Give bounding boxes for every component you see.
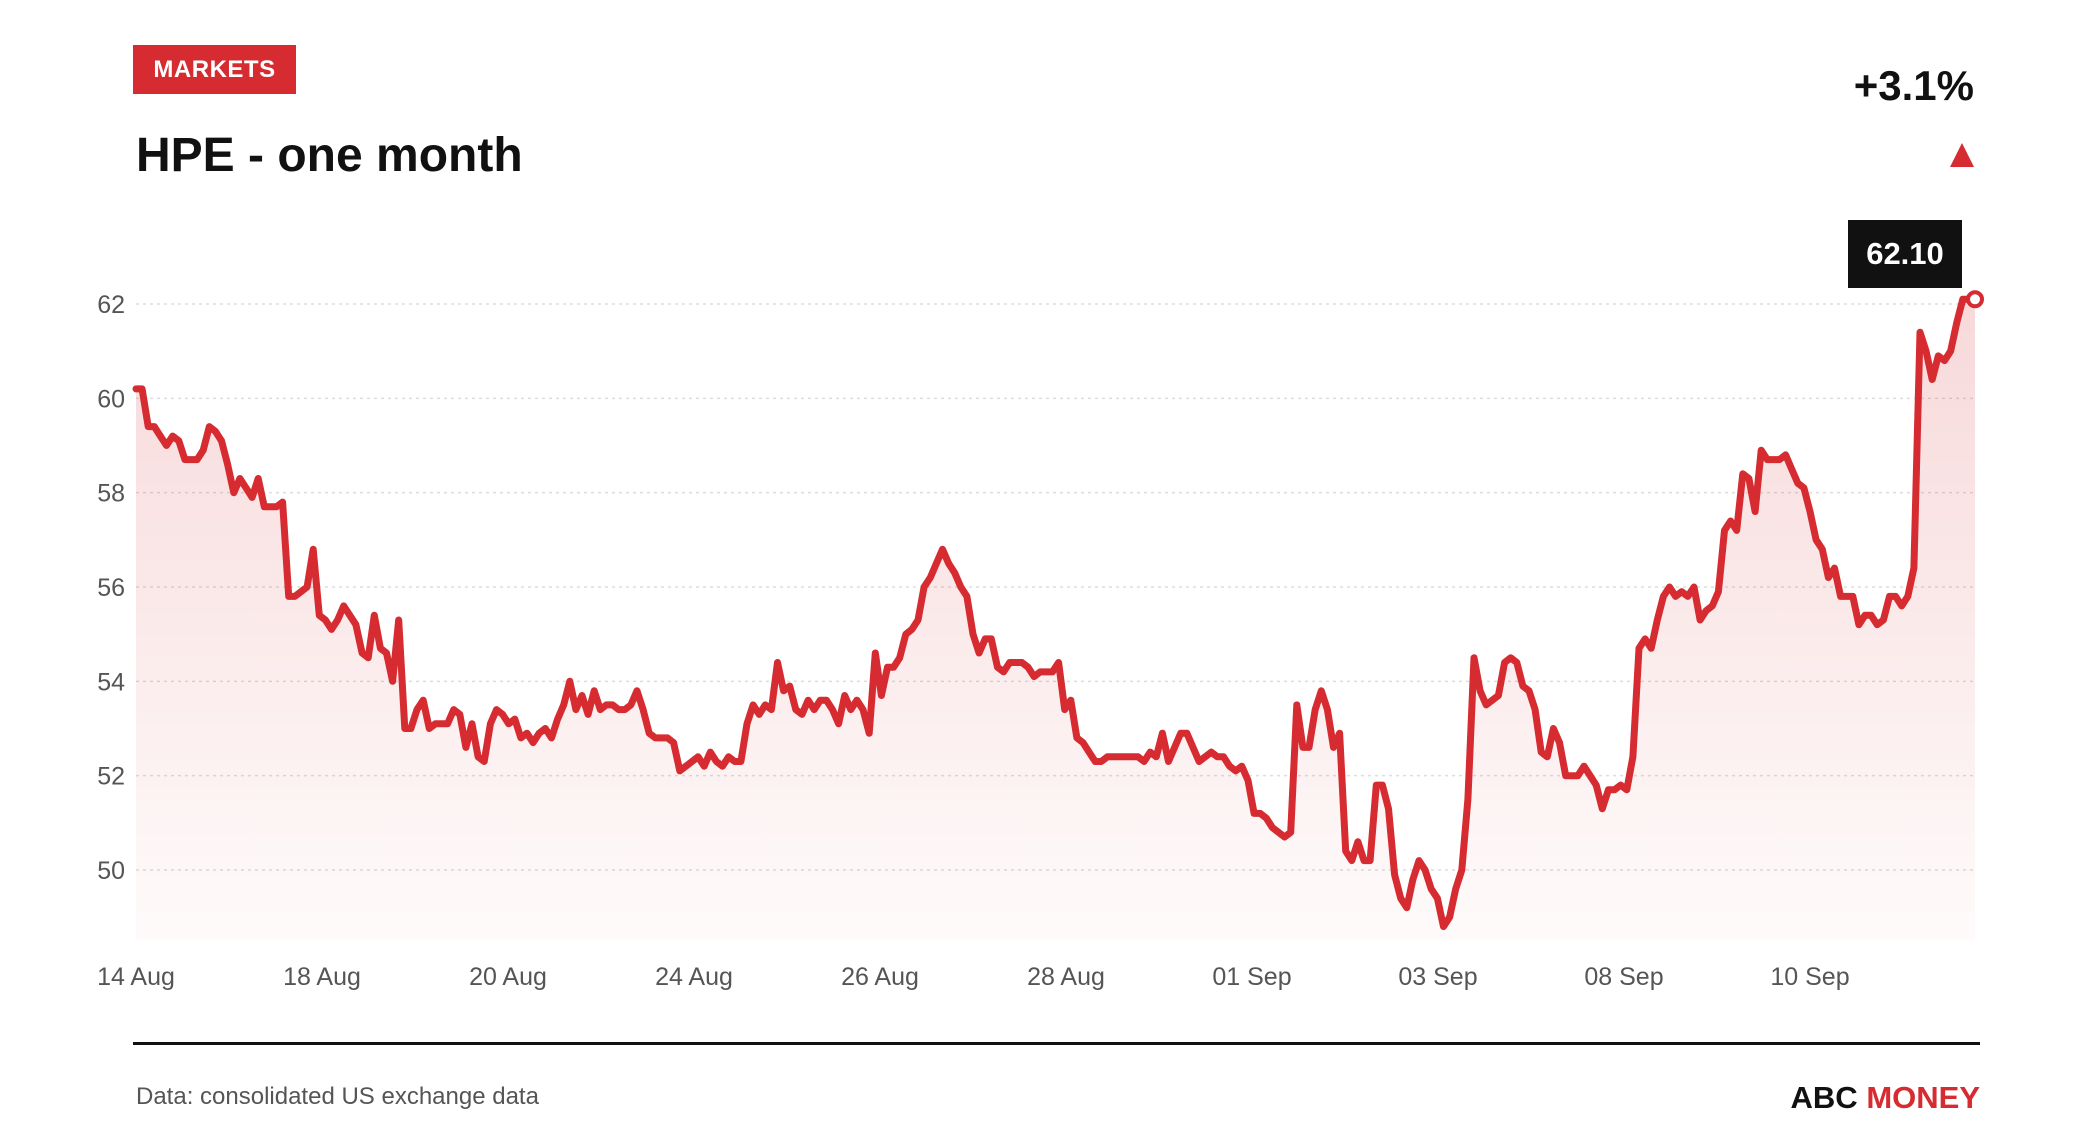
y-tick-label: 56 bbox=[97, 574, 125, 602]
y-tick-label: 60 bbox=[97, 385, 125, 413]
markets-badge: MARKETS bbox=[133, 45, 296, 94]
x-tick-label: 01 Sep bbox=[1212, 963, 1291, 991]
x-tick-label: 14 Aug bbox=[97, 963, 175, 991]
price-chart: 50 52 54 56 58 60 62 14 Aug 18 Aug 20 Aug 24 Aug 2… bbox=[97, 220, 1984, 991]
data-source: Data: consolidated US exchange data bbox=[136, 1083, 539, 1110]
last-price-marker bbox=[1966, 290, 1984, 309]
brand-logo: ABC MONEY bbox=[1791, 1080, 1980, 1116]
brand-logo-part1: ABC bbox=[1790, 1080, 1858, 1115]
x-tick-label: 03 Sep bbox=[1398, 963, 1477, 991]
x-tick-label: 18 Aug bbox=[283, 963, 361, 991]
x-axis: 14 Aug 18 Aug 20 Aug 24 Aug 26 Aug 28 Aug 01 S… bbox=[97, 963, 1850, 991]
brand-logo-part2: MONEY bbox=[1866, 1080, 1980, 1115]
y-axis: 50 52 54 56 58 60 62 bbox=[97, 291, 125, 885]
chart-title: HPE - one month bbox=[136, 129, 523, 182]
last-price-tooltip: 62.10 bbox=[1848, 220, 1962, 288]
x-tick-label: 08 Sep bbox=[1584, 963, 1663, 991]
last-price-label: 62.10 bbox=[1866, 236, 1944, 271]
x-tick-label: 20 Aug bbox=[469, 963, 547, 991]
up-arrow-icon bbox=[1950, 143, 1974, 167]
x-tick-label: 24 Aug bbox=[655, 963, 733, 991]
y-tick-label: 50 bbox=[97, 857, 125, 885]
percent-change: +3.1% bbox=[1853, 62, 1974, 109]
footer-divider bbox=[133, 1042, 1980, 1045]
y-tick-label: 54 bbox=[97, 668, 125, 696]
last-price-tooltip-box bbox=[1848, 220, 1962, 288]
x-tick-label: 26 Aug bbox=[841, 963, 919, 991]
x-tick-label: 28 Aug bbox=[1027, 963, 1105, 991]
price-area bbox=[136, 299, 1975, 941]
y-tick-label: 52 bbox=[97, 763, 125, 791]
y-tick-label: 62 bbox=[97, 291, 125, 319]
y-tick-label: 58 bbox=[97, 480, 125, 508]
x-tick-label: 10 Sep bbox=[1770, 963, 1849, 991]
price-line bbox=[132, 295, 1979, 931]
